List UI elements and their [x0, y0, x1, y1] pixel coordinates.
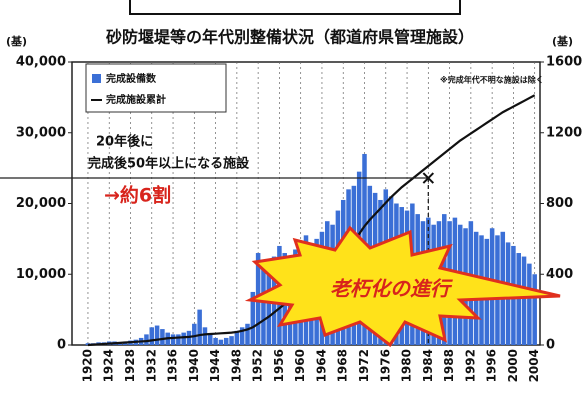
- bar: [154, 325, 160, 345]
- x-tick-label: 2000: [506, 349, 520, 382]
- x-tick-label: 1956: [272, 349, 286, 382]
- bar: [239, 327, 245, 345]
- title-frame: [129, 0, 461, 15]
- bar: [261, 265, 266, 345]
- y2-tick-label: 1200: [546, 125, 582, 140]
- note: ※完成年代不明な施設は除く: [440, 75, 544, 85]
- y-tick-label: 40,000: [16, 55, 66, 70]
- x-tick-label: 1980: [400, 349, 414, 382]
- bar: [521, 256, 527, 345]
- callout-burst: [244, 225, 561, 348]
- bar: [197, 309, 202, 345]
- x-tick-label: 2004: [527, 349, 541, 382]
- x-tick-label: 1976: [378, 349, 392, 382]
- x-tick-label: 1972: [357, 349, 371, 382]
- y-tick-label: 10,000: [16, 267, 66, 282]
- annotation: 20年後に: [96, 134, 153, 150]
- bar: [527, 263, 532, 345]
- y2-unit: (基): [552, 34, 573, 48]
- y-tick-label: 30,000: [16, 125, 66, 140]
- x-tick-label: 1960: [293, 349, 307, 382]
- bar: [160, 329, 165, 345]
- bar: [532, 274, 537, 345]
- annotation: 完成後50年以上になる施設: [88, 156, 250, 172]
- x-tick-label: 1928: [123, 349, 137, 382]
- x-tick-label: 1948: [229, 349, 243, 382]
- x-tick-label: 1940: [187, 349, 201, 382]
- bar: [192, 323, 197, 345]
- x-tick-label: 1988: [442, 349, 456, 382]
- x-tick-label: 1964: [314, 349, 328, 382]
- bar: [218, 339, 224, 345]
- x-tick-label: 1944: [208, 349, 222, 382]
- legend-swatch: [92, 74, 101, 83]
- callout: 老朽化の進行: [330, 277, 453, 301]
- x-tick-label: 1984: [421, 349, 435, 382]
- annotation-result: →約6割: [104, 184, 171, 207]
- bar: [202, 327, 208, 345]
- cross-marker: [422, 172, 435, 184]
- y-tick-label: 0: [57, 338, 66, 353]
- bar: [223, 337, 229, 345]
- x-tick-label: 1992: [463, 349, 477, 382]
- legend-label: 完成設備数: [106, 72, 157, 85]
- y-tick-label: 20,000: [16, 196, 66, 211]
- bar: [149, 327, 155, 345]
- bar: [213, 337, 218, 345]
- y2-tick-label: 400: [546, 267, 573, 282]
- x-tick-label: 1920: [80, 349, 94, 382]
- x-tick-label: 1968: [336, 349, 350, 382]
- y2-tick-label: 0: [546, 338, 555, 353]
- x-tick-label: 1936: [166, 349, 180, 382]
- bar: [245, 323, 250, 345]
- legend-label: 完成施設累計: [106, 93, 166, 106]
- x-tick-label: 1996: [485, 349, 499, 382]
- bar: [181, 332, 186, 345]
- chart-title: 砂防堰堤等の年代別整備状況（都道府県管理施設）: [106, 28, 474, 47]
- bar: [250, 291, 256, 345]
- bar: [229, 336, 234, 345]
- bar: [208, 334, 213, 345]
- y2-tick-label: 1600: [546, 55, 582, 70]
- bar: [234, 330, 240, 345]
- x-tick-label: 1932: [144, 349, 158, 382]
- legend-box: [85, 63, 227, 113]
- y-unit: (基): [6, 34, 27, 48]
- x-tick-label: 1924: [102, 349, 116, 382]
- bar: [176, 334, 181, 345]
- y2-tick-label: 800: [546, 196, 573, 211]
- x-tick-label: 1952: [251, 349, 265, 382]
- bar: [170, 334, 176, 345]
- bar: [144, 334, 149, 345]
